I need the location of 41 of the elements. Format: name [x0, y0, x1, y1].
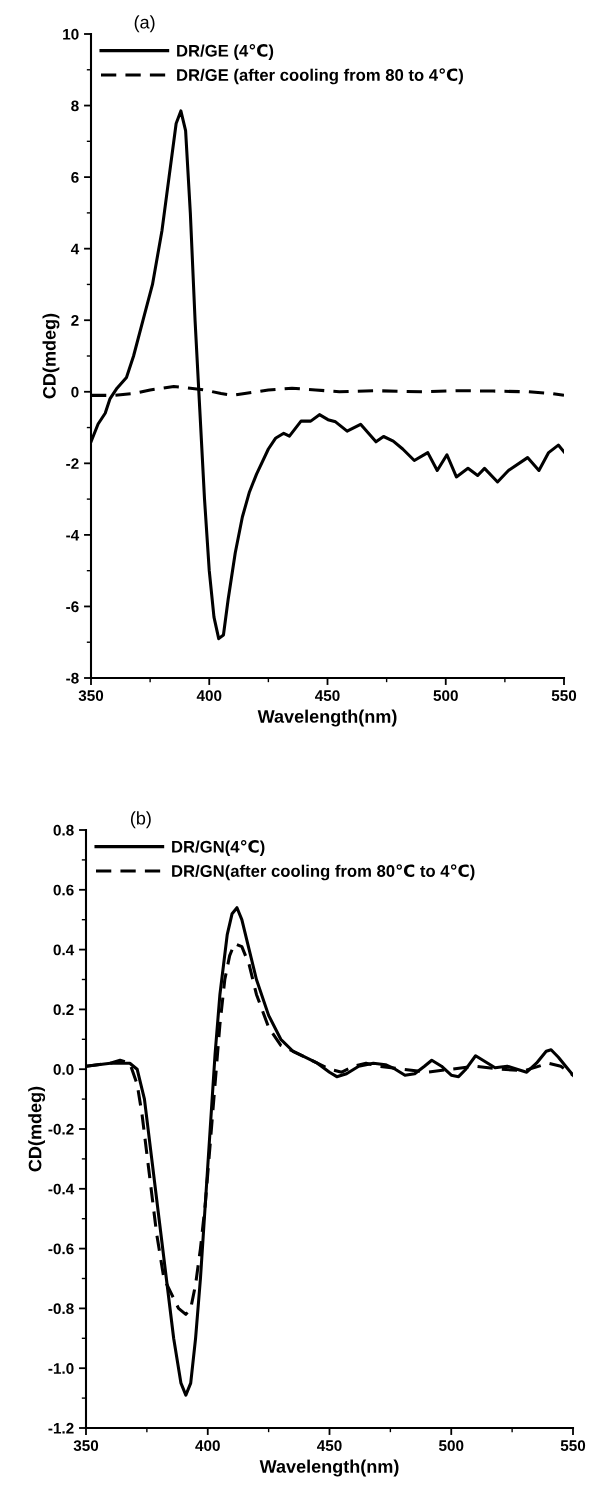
- y-tick-label: -1.2: [48, 1422, 74, 1434]
- x-tick-label: 500: [433, 690, 458, 702]
- y-tick-label: 8: [71, 100, 79, 112]
- y-tick-label: 4: [70, 243, 80, 255]
- y-tick-label: 0.0: [53, 1064, 74, 1075]
- x-axis-title: Wavelength(nm): [259, 1459, 399, 1477]
- y-tick-label: -0.2: [48, 1123, 74, 1135]
- x-tick-label: 550: [560, 1440, 586, 1452]
- y-tick-label: -0.8: [48, 1303, 74, 1315]
- legend-label: DR/GE (after cooling from 80 to 4℃): [177, 68, 463, 85]
- y-axis-title: CD(mdeg): [28, 1086, 46, 1172]
- x-tick-label: 550: [551, 690, 577, 702]
- y-tick-label: 0: [71, 386, 79, 398]
- x-tick-label: 400: [196, 690, 222, 702]
- chart-title: (b): [130, 811, 151, 829]
- y-tick-label: 6: [71, 171, 79, 183]
- y-tick-label: -0.6: [48, 1243, 74, 1255]
- y-tick-label: 0.6: [53, 884, 74, 896]
- x-axis-title: Wavelength(nm): [257, 709, 397, 727]
- y-tick-label: -8: [66, 672, 79, 684]
- x-tick-label: 450: [316, 1440, 342, 1452]
- y-tick-label: 0.8: [53, 824, 74, 836]
- legend-label: DR/GN(4℃): [172, 840, 265, 856]
- x-tick-label: 450: [314, 690, 340, 702]
- legend-label: DR/GN(after cooling from 80℃ to 4℃): [172, 864, 475, 881]
- x-tick-label: 350: [73, 1440, 99, 1452]
- y-tick-label: -2: [66, 458, 79, 469]
- y-tick-label: -4: [66, 529, 80, 541]
- x-tick-label: 350: [78, 690, 104, 702]
- y-tick-label: -6: [66, 601, 79, 613]
- legend-label: DR/GE (4℃): [177, 44, 274, 60]
- x-tick-label: 500: [438, 1440, 464, 1452]
- y-tick-label: 2: [71, 315, 79, 326]
- y-tick-label: 0.4: [53, 944, 75, 956]
- y-tick-label: 10: [63, 28, 79, 40]
- y-axis-title: CD(mdeg): [42, 313, 60, 399]
- y-tick-label: -1.0: [48, 1363, 74, 1374]
- x-tick-label: 400: [195, 1440, 220, 1452]
- y-tick-label: -0.4: [48, 1183, 75, 1195]
- y-tick-label: 0.2: [53, 1004, 74, 1016]
- chart-title: (a): [134, 15, 155, 33]
